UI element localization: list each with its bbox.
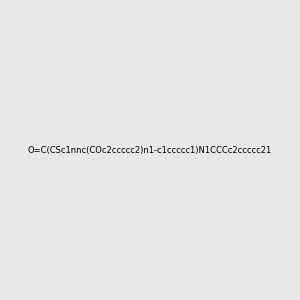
Text: O=C(CSc1nnc(COc2ccccc2)n1-c1ccccc1)N1CCCc2ccccc21: O=C(CSc1nnc(COc2ccccc2)n1-c1ccccc1)N1CCC… xyxy=(28,146,272,154)
